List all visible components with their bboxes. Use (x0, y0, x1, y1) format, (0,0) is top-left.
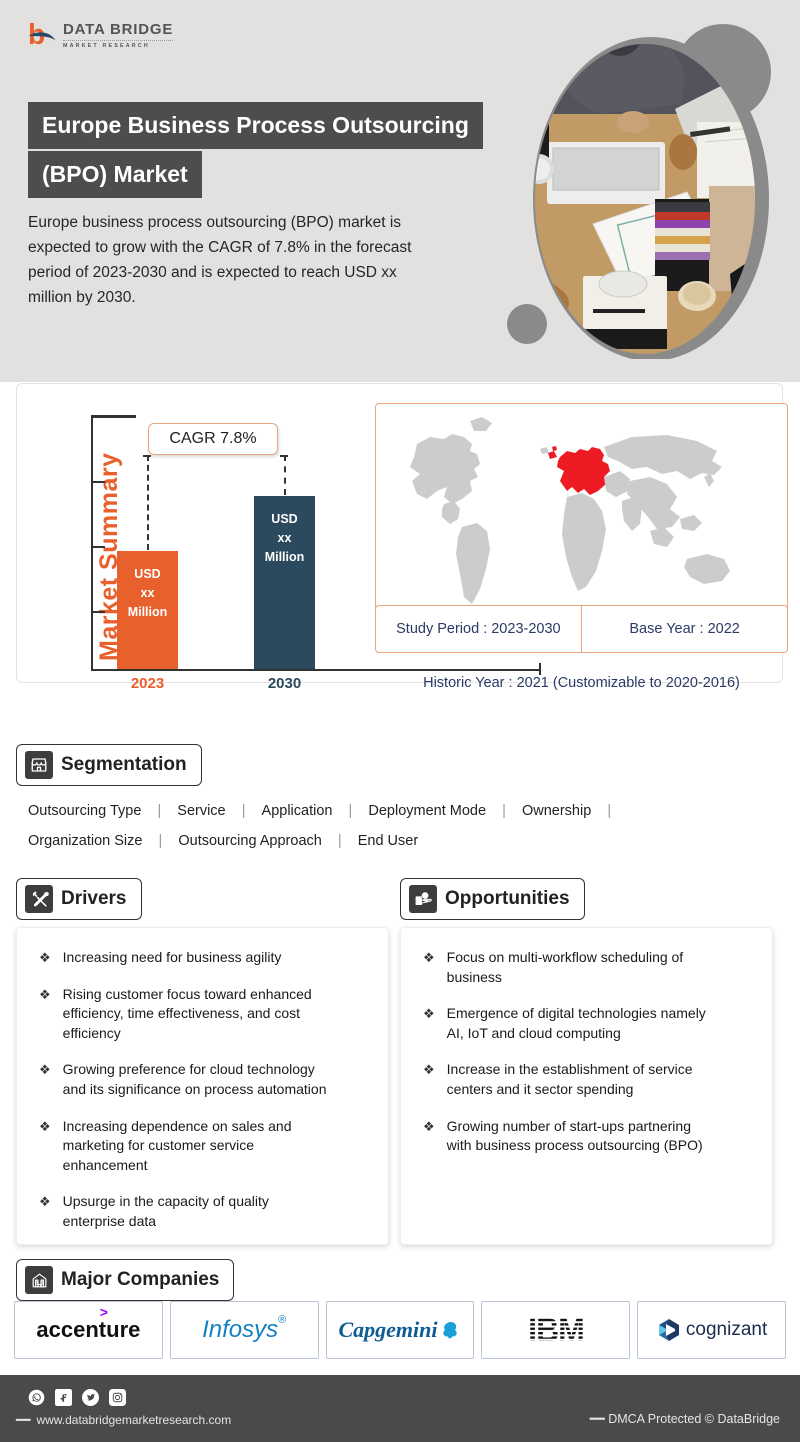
svg-text:IBM: IBM (528, 1312, 584, 1348)
